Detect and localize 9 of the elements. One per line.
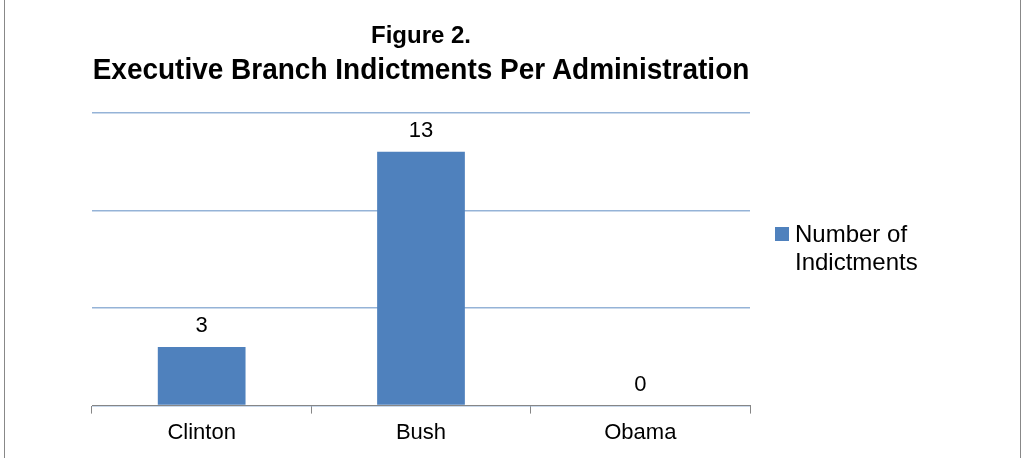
x-tick-label: Clinton xyxy=(167,418,236,444)
data-label: 3 xyxy=(195,312,208,338)
legend-label: Number of Indictments xyxy=(795,220,919,276)
data-label: 0 xyxy=(634,370,647,396)
x-tick-label: Obama xyxy=(604,418,678,444)
chart-title: Figure 2. xyxy=(370,21,472,49)
chart-subtitle: Executive Branch Indictments Per Administration xyxy=(92,52,750,86)
data-label: 13 xyxy=(408,116,434,142)
x-tick-label: Bush xyxy=(395,418,447,444)
